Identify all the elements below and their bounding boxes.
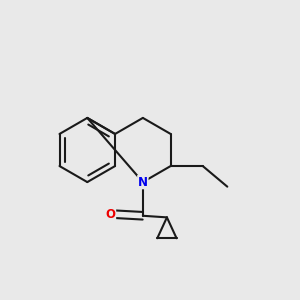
Text: N: N	[138, 176, 148, 189]
Text: O: O	[106, 208, 116, 221]
